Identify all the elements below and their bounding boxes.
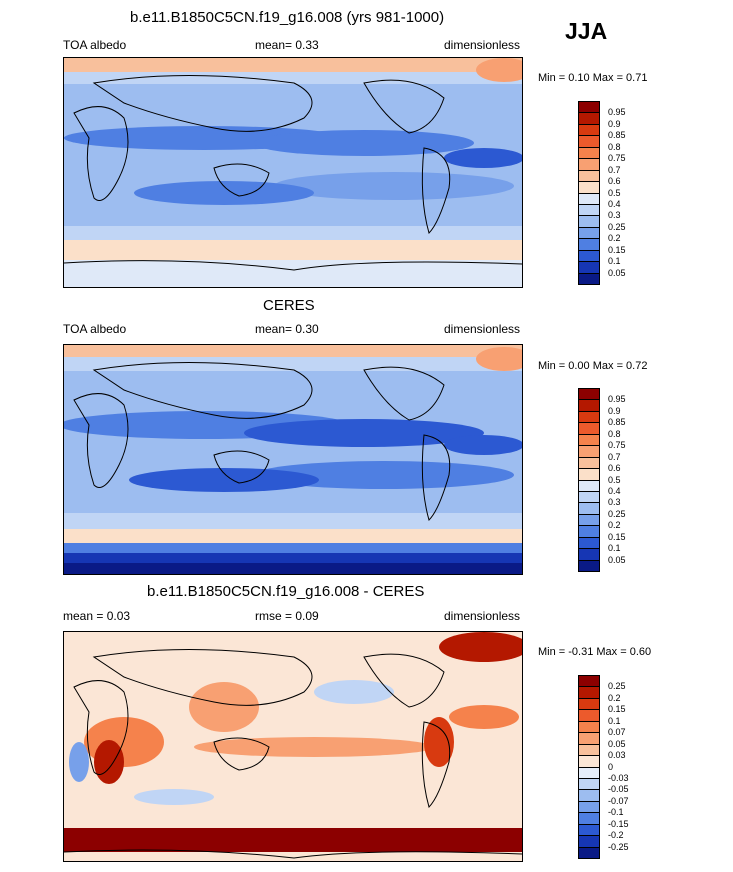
- panel3-map-field: [64, 632, 522, 861]
- colorbar-tick-label: 0.05: [608, 267, 626, 278]
- colorbar-tick-label: 0.95: [608, 107, 626, 118]
- colorbar-tick-label: 0.85: [608, 130, 626, 141]
- panel3-title: b.e11.B1850C5CN.f19_g16.008 - CERES: [147, 583, 425, 600]
- panel1-mean-label: mean= 0.33: [255, 38, 319, 52]
- colorbar-tick-label: 0.6: [608, 176, 621, 187]
- panel2-units-label: dimensionless: [444, 322, 521, 336]
- colorbar-box: [578, 272, 600, 285]
- panel1-left-label: TOA albedo: [63, 38, 127, 52]
- colorbar-tick-label: 0.07: [608, 727, 626, 738]
- colorbar-tick-label: 0: [608, 761, 614, 772]
- panel1-colorbar: [578, 101, 600, 285]
- colorbar-tick-label: 0.25: [608, 508, 626, 519]
- colorbar-tick-label: -0.05: [608, 784, 629, 795]
- colorbar-tick-label: 0.1: [608, 256, 621, 267]
- colorbar-tick-label: 0.4: [608, 485, 621, 496]
- panel3-units-label: dimensionless: [444, 609, 521, 623]
- colorbar-tick-label: 0.75: [608, 440, 626, 451]
- colorbar-tick-label: 0.4: [608, 198, 621, 209]
- panel1-units-label: dimensionless: [444, 38, 521, 52]
- colorbar-tick-label: 0.9: [608, 118, 621, 129]
- panel1-minmax: Min = 0.10 Max = 0.71: [538, 72, 648, 84]
- panel2-map-field: [64, 345, 522, 574]
- panel3-colorbar-labels: 0.25 0.2 0.15 0.1 0.07 0.05 0.03 0 -0.03 -0.05 -0.…: [606, 675, 666, 858]
- colorbar-tick-label: 0.1: [608, 543, 621, 554]
- colorbar-tick-label: 0.15: [608, 531, 626, 542]
- colorbar-tick-label: 0.2: [608, 520, 621, 531]
- panel2-left-label: TOA albedo: [63, 322, 127, 336]
- colorbar-tick-label: 0.7: [608, 164, 621, 175]
- panel2-minmax: Min = 0.00 Max = 0.72: [538, 360, 648, 372]
- panel2-colorbar-labels: 0.95 0.9 0.85 0.8 0.75 0.7 0.6 0.5 0.4 0.3 0.25 0.2…: [606, 388, 666, 571]
- colorbar-tick-label: 0.9: [608, 405, 621, 416]
- panel2-map: [63, 344, 523, 575]
- panel1-map-field: [64, 58, 522, 287]
- colorbar-tick-label: 0.2: [608, 692, 621, 703]
- panel1-colorbar-labels: 0.95 0.9 0.85 0.8 0.75 0.7 0.6 0.5 0.4 0.3 0.25 0.2…: [606, 101, 666, 284]
- panel1-title: b.e11.B1850C5CN.f19_g16.008 (yrs 981-100…: [130, 9, 445, 26]
- season-label: JJA: [565, 18, 608, 44]
- panel2-mean-label: mean= 0.30: [255, 322, 319, 336]
- colorbar-tick-label: 0.15: [608, 704, 626, 715]
- colorbar-tick-label: 0.8: [608, 141, 621, 152]
- panel3-mean-label: mean = 0.03: [63, 609, 131, 623]
- colorbar-tick-label: 0.1: [608, 715, 621, 726]
- colorbar-tick-label: 0.05: [608, 738, 626, 749]
- colorbar-tick-label: 0.6: [608, 463, 621, 474]
- colorbar-tick-label: 0.95: [608, 394, 626, 405]
- colorbar-tick-label: 0.8: [608, 428, 621, 439]
- colorbar-tick-label: 0.7: [608, 451, 621, 462]
- colorbar-tick-label: 0.25: [608, 221, 626, 232]
- colorbar-tick-label: -0.15: [608, 818, 629, 829]
- panel2-colorbar: [578, 388, 600, 572]
- panel3-minmax: Min = -0.31 Max = 0.60: [538, 646, 652, 658]
- colorbar-box: [578, 559, 600, 572]
- colorbar-tick-label: -0.25: [608, 841, 629, 852]
- colorbar-tick-label: 0.25: [608, 681, 626, 692]
- colorbar-tick-label: 0.03: [608, 750, 626, 761]
- colorbar-tick-label: 0.3: [608, 497, 621, 508]
- colorbar-tick-label: 0.5: [608, 474, 621, 485]
- colorbar-tick-label: -0.07: [608, 795, 629, 806]
- colorbar-tick-label: 0.75: [608, 153, 626, 164]
- panel3-colorbar: [578, 675, 600, 859]
- colorbar-tick-label: -0.1: [608, 807, 624, 818]
- colorbar-tick-label: -0.03: [608, 772, 629, 783]
- colorbar-tick-label: 0.15: [608, 244, 626, 255]
- panel3-map: [63, 631, 523, 862]
- panel3-rmse-label: rmse = 0.09: [255, 609, 319, 623]
- panel2-title: CERES: [263, 297, 315, 314]
- colorbar-tick-label: -0.2: [608, 830, 624, 841]
- colorbar-tick-label: 0.2: [608, 233, 621, 244]
- colorbar-tick-label: 0.85: [608, 417, 626, 428]
- colorbar-tick-label: 0.5: [608, 187, 621, 198]
- panel1-map: [63, 57, 523, 288]
- colorbar-tick-label: 0.3: [608, 210, 621, 221]
- colorbar-box: [578, 846, 600, 859]
- colorbar-tick-label: 0.05: [608, 554, 626, 565]
